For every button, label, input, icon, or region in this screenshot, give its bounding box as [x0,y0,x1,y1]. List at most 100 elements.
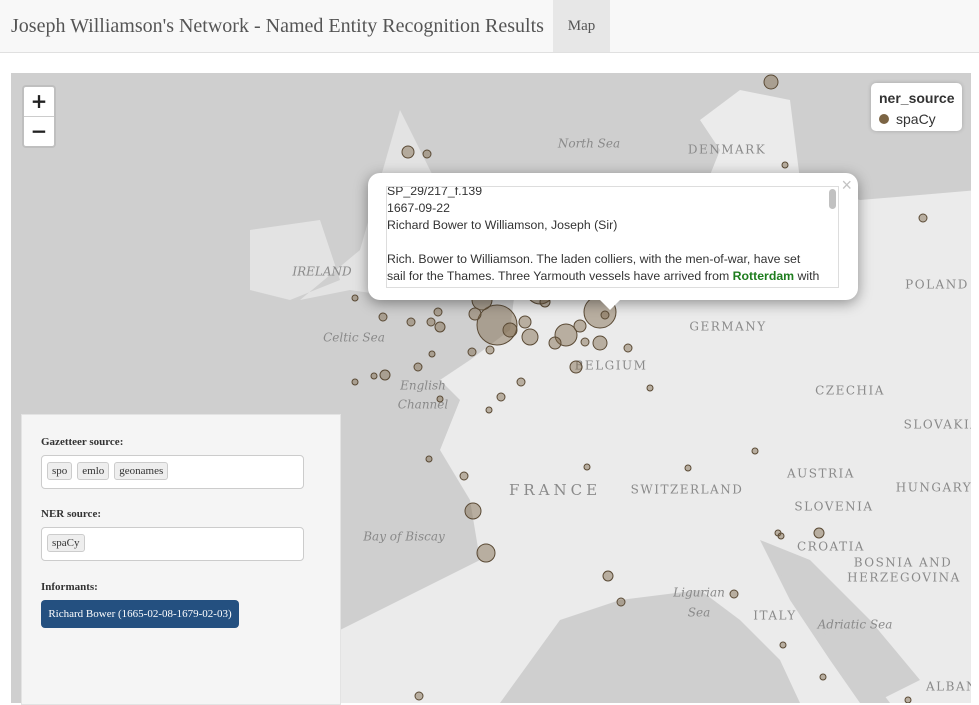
legend-label: spaCy [896,111,936,127]
map-label: DENMARK [688,143,766,157]
sea [500,540,920,703]
location-marker [468,307,482,321]
text: with [794,269,820,283]
zoom-out[interactable]: − [30,119,48,143]
map-label: CZECHIA [815,384,885,398]
location-marker [751,447,759,455]
location-marker [485,406,493,414]
location-marker [548,336,562,350]
location-marker [573,319,587,333]
location-marker [918,213,928,223]
location-marker [467,347,477,357]
ner-select[interactable]: spaCy [41,527,304,561]
map-label: Adriatic Sea [817,618,893,632]
popup: × SP_29/217_f.139 1667-09-22 Richard Bow… [368,173,858,310]
location-marker [413,362,423,372]
map-label: Channel [398,398,449,412]
location-marker [351,294,359,302]
label: Informants: [41,581,98,593]
map-label: ITALY [753,609,796,623]
app-title: Joseph Williamson's Network - Named Enti… [11,15,544,37]
legend-title: ner_source [879,90,955,106]
location-marker [425,455,433,463]
map-label: BOSNIA AND [854,556,953,570]
label: Gazetteer source: [41,436,124,448]
location-marker [763,74,779,90]
letter-id: SP_29/217_f.139 [387,186,483,198]
map-label: Bay of Biscay [362,530,445,544]
location-marker [521,328,539,346]
location-marker [518,315,532,329]
header: Joseph Williamson's Network - Named Enti… [0,0,979,53]
map-label: English [399,379,446,393]
letter-title: Richard Bower to Williamson, Joseph (Sir… [387,218,618,232]
tag[interactable]: spaCy [47,534,85,552]
zoom-in[interactable]: + [24,87,54,117]
map-label: ALBAN [925,680,971,694]
popup-content[interactable]: SP_29/217_f.139 1667-09-22 Richard Bower… [386,186,839,288]
gazetteer-select[interactable]: spo emlo geonames [41,455,304,489]
location-marker [904,696,912,703]
location-marker [464,502,482,520]
map-label: Sea [688,606,710,620]
scrollbar[interactable] [829,189,836,209]
location-marker [414,691,424,701]
map-label: BELGIUM [575,359,648,373]
location-marker [422,149,432,159]
map-label: POLAND [905,278,969,292]
location-marker [401,145,415,159]
entity: Rotterdam [732,269,795,283]
location-marker [406,317,416,327]
label: NER source: [41,508,101,520]
informant-button[interactable]: Richard Bower (1665-02-08-1679-02-03) [41,600,239,628]
location-marker [502,322,518,338]
location-marker [436,395,444,403]
map-label: CROATIA [797,540,865,554]
close-button[interactable]: × [841,175,852,195]
location-marker [516,377,526,387]
map-label: GERMANY [689,320,766,334]
tag[interactable]: emlo [77,462,110,480]
map-label: SLOVENIA [794,500,873,514]
location-marker [583,463,591,471]
zoom-control: + − [22,85,56,148]
map-label: Celtic Sea [323,331,385,345]
location-marker [819,673,827,681]
location-marker [426,317,436,327]
location-marker [433,307,443,317]
filter-panel: Gazetteer source: spo emlo geonames NER so… [21,414,341,705]
location-marker [496,392,506,402]
tag[interactable]: geonames [114,462,169,480]
location-marker [476,304,518,346]
map-label: AUSTRIA [786,467,855,481]
map-tab[interactable]: Map [553,0,610,52]
location-marker [779,641,787,649]
map-label: FRANCE [509,481,601,499]
location-marker [777,532,785,540]
location-marker [379,369,391,381]
location-marker [370,372,378,380]
location-marker [459,471,469,481]
location-marker [580,337,590,347]
location-marker [485,345,495,355]
location-marker [600,310,610,320]
tag[interactable]: spo [47,462,73,480]
location-marker [592,335,608,351]
location-marker [813,527,825,539]
location-marker [623,343,633,353]
text: Rich. Bower to Williamson. The laden col… [387,252,801,283]
legend-swatch [879,114,889,124]
location-marker [646,384,654,392]
map-label: IRELAND [291,265,352,279]
letter-text: Rich. Bower to Williamson. The laden col… [387,251,822,285]
location-marker [434,321,446,333]
map-label: Ligurian [672,586,725,600]
map-label: HUNGARY [896,481,971,495]
map-label: SWITZERLAND [631,483,744,497]
map-label: North Sea [557,137,620,151]
location-marker [684,464,692,472]
letter-date: 1667-09-22 [387,201,450,215]
location-marker [616,597,626,607]
